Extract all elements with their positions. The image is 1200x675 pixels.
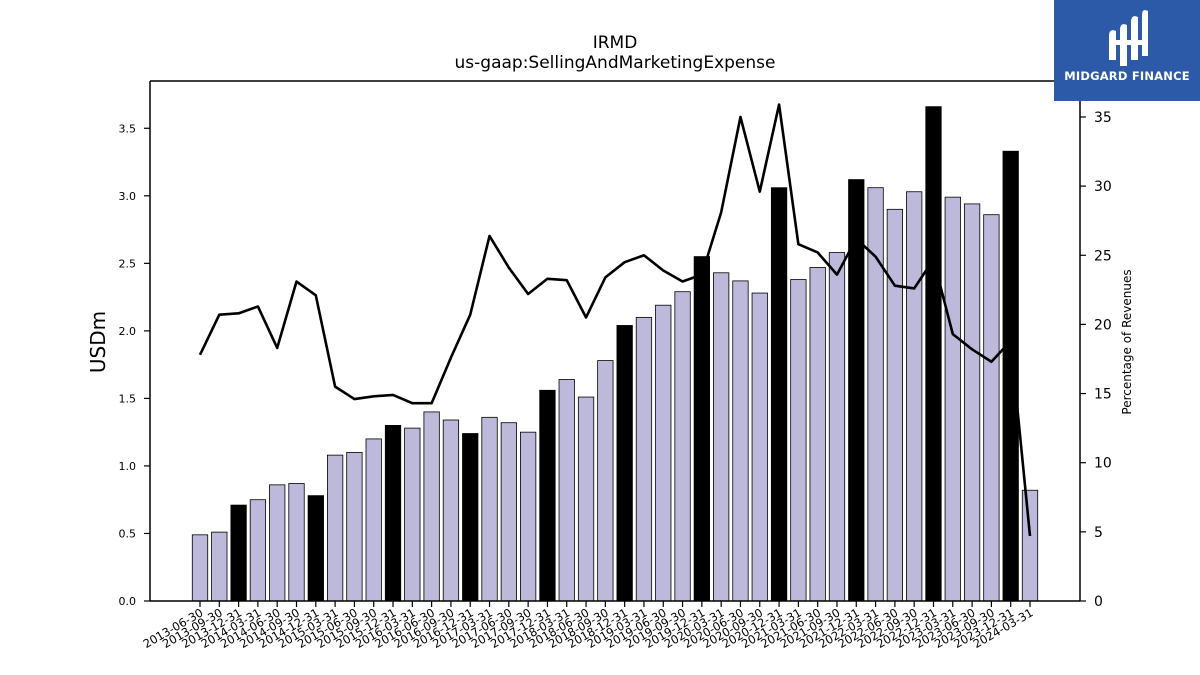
bar-2016-09-30 [442,419,460,602]
axes-layer: 0.00.51.01.52.02.53.03.50510152025303520… [119,80,1112,651]
bar-2016-12-31 [462,433,479,602]
y2-tick-label: 5 [1094,525,1103,541]
bar-2018-03-31 [558,379,575,602]
y-axis-label: USDm [86,311,110,373]
bar-2016-03-31 [404,427,421,602]
bar-2021-06-30 [809,266,826,602]
bar-2020-06-30 [732,280,749,602]
y2-tick-label: 30 [1094,179,1112,195]
bar-2019-03-31 [635,316,653,602]
bar-2013-12-31 [230,504,247,602]
bar-2018-09-30 [597,360,614,602]
bar-2023-09-30 [983,214,1000,602]
y-tick-label: 3.0 [119,190,137,203]
bar-2018-06-30 [577,396,595,602]
bar-2014-09-30 [288,483,305,602]
y2-tick-label: 35 [1094,110,1112,126]
bar-2022-06-30 [886,208,903,602]
bar-2019-06-30 [655,304,672,602]
mh-monogram-icon [1109,10,1148,67]
logo-text: MIDGARD FINANCE [1064,69,1190,83]
bar-2014-03-31 [249,499,267,602]
midgard-finance-logo: MIDGARD FINANCE [1054,0,1200,101]
bar-2015-09-30 [365,438,382,602]
y-tick-label: 2.0 [119,325,137,338]
bar-2020-12-31 [770,187,788,602]
bar-2020-09-30 [751,292,768,602]
y-tick-label: 1.5 [119,392,137,405]
bar-2017-12-31 [539,389,556,602]
bar-2013-09-30 [211,531,228,602]
y-tick-label: 0.5 [119,527,137,540]
y-tick-label: 0.0 [119,595,137,608]
bar-2017-03-31 [481,416,498,602]
y-tick-label: 1.0 [119,460,137,473]
y2-tick-label: 0 [1094,594,1103,610]
y2-tick-label: 25 [1094,248,1112,264]
bar-2015-06-30 [346,452,363,602]
bar-2021-09-30 [828,252,846,602]
chart-subtitle: us-gaap:SellingAndMarketingExpense [455,53,776,73]
bar-2017-06-30 [500,422,517,602]
bars-layer [191,106,1039,602]
bar-2016-06-30 [423,411,440,602]
y2-tick-label: 15 [1094,387,1112,403]
bar-2013-06-30 [191,534,209,602]
bar-2022-09-30 [906,191,923,602]
bar-2022-03-31 [867,187,884,602]
bar-2015-12-31 [384,425,402,602]
chart-title: IRMD [593,33,638,53]
y-tick-label: 3.5 [119,122,137,135]
bar-2014-12-31 [307,495,324,602]
bar-2023-12-31 [1002,150,1019,602]
bar-2020-03-31 [713,272,730,602]
bar-2019-09-30 [674,291,691,602]
bar-2017-09-30 [520,431,537,602]
bar-2023-06-30 [963,203,981,602]
bar-2019-12-31 [693,256,710,602]
percentage-line [198,103,1032,537]
line-layer [198,103,1032,537]
bar-2014-06-30 [269,484,286,602]
bar-2022-12-31 [925,106,942,602]
bar-2023-03-31 [944,196,961,602]
y2-tick-label: 20 [1094,317,1112,333]
y-tick-label: 2.5 [119,257,137,270]
bar-2021-03-31 [790,279,807,602]
y2-axis-label: Percentage of Revenues [1120,269,1134,414]
y2-tick-label: 10 [1094,456,1112,472]
bar-2024-03-31 [1021,489,1039,602]
bar-2015-03-31 [326,454,344,602]
bar-2018-12-31 [616,325,633,602]
